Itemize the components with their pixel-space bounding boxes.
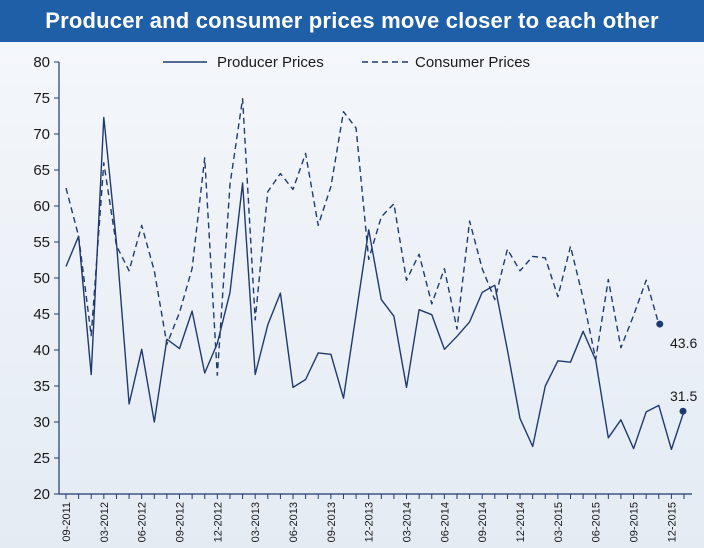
y-tick-label: 40 bbox=[33, 342, 50, 359]
plot-background bbox=[0, 42, 704, 548]
x-tick-label: 09-2011 bbox=[61, 502, 73, 542]
y-tick-label: 70 bbox=[33, 126, 50, 143]
y-tick-label: 65 bbox=[33, 162, 50, 179]
x-tick-label: 09-2014 bbox=[477, 502, 489, 542]
y-tick-label: 50 bbox=[33, 270, 50, 287]
x-tick-label: 06-2015 bbox=[591, 502, 603, 542]
x-tick-label: 12-2014 bbox=[515, 502, 527, 542]
consumer-end-label: 43.6 bbox=[670, 335, 697, 351]
y-tick-label: 20 bbox=[33, 486, 50, 503]
x-tick-label: 12-2013 bbox=[364, 502, 376, 542]
y-tick-label: 80 bbox=[33, 54, 50, 71]
y-tick-label: 30 bbox=[33, 414, 50, 431]
x-tick-label: 03-2015 bbox=[553, 502, 565, 542]
y-tick-label: 60 bbox=[33, 198, 50, 215]
legend-producer-label: Producer Prices bbox=[217, 54, 324, 71]
x-tick-label: 03-2013 bbox=[250, 502, 262, 542]
x-tick-label: 06-2012 bbox=[137, 502, 149, 542]
y-tick-label: 55 bbox=[33, 234, 50, 251]
chart-title: Producer and consumer prices move closer… bbox=[45, 8, 659, 33]
producer-prices-line bbox=[65, 116, 685, 451]
producer-end-marker bbox=[679, 407, 687, 415]
producer-end-label: 31.5 bbox=[670, 388, 697, 404]
y-tick-label: 75 bbox=[33, 90, 50, 107]
x-tick-label: 12-2015 bbox=[666, 502, 678, 542]
title-bar: Producer and consumer prices move closer… bbox=[0, 0, 704, 42]
x-tick-label: 12-2012 bbox=[212, 502, 224, 542]
consumer-prices-line bbox=[65, 97, 660, 376]
y-tick-label: 35 bbox=[33, 378, 50, 395]
legend-consumer-label: Consumer Prices bbox=[415, 54, 530, 71]
consumer-end-marker bbox=[656, 320, 664, 328]
x-tick-label: 09-2012 bbox=[175, 502, 187, 542]
x-tick-label: 03-2012 bbox=[99, 502, 111, 542]
x-tick-label: 06-2013 bbox=[288, 502, 300, 542]
x-tick-label: 03-2014 bbox=[402, 502, 414, 542]
x-tick-label: 09-2015 bbox=[629, 502, 641, 542]
x-tick-label: 09-2013 bbox=[326, 502, 338, 542]
y-tick-label: 25 bbox=[33, 450, 50, 467]
y-tick-label: 45 bbox=[33, 306, 50, 323]
x-tick-label: 06-2014 bbox=[439, 502, 451, 542]
